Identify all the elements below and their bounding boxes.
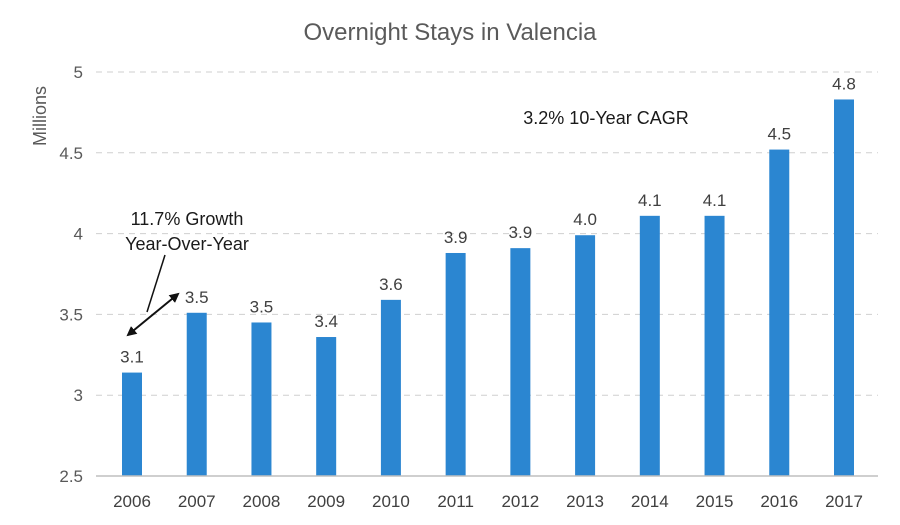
- data-label-2014: 4.1: [638, 191, 662, 210]
- growth-annotation-line-2: Year-Over-Year: [125, 234, 249, 254]
- x-tick-label-2009: 2009: [307, 492, 345, 511]
- growth-annotation: 11.7% Growth Year-Over-Year: [125, 209, 249, 337]
- bars: [122, 99, 854, 477]
- x-tick-label-2015: 2015: [696, 492, 734, 511]
- bar-2008: [251, 322, 272, 476]
- growth-annotation-leader: [146, 254, 166, 313]
- bar-2009: [316, 337, 337, 476]
- bar-2014: [639, 215, 660, 476]
- x-axis-ticks: 2006 2007 2008 2009 2010 2011 2012 2013 2014 2015…: [113, 492, 863, 511]
- x-tick-label-2014: 2014: [631, 492, 669, 511]
- gridlines: [96, 71, 878, 396]
- y-tick-label: 3.5: [59, 305, 83, 324]
- data-label-2015: 4.1: [703, 191, 727, 210]
- bar-2006: [122, 372, 142, 476]
- y-tick-label: 4.5: [59, 144, 83, 163]
- cagr-annotation: 3.2% 10-Year CAGR: [523, 108, 688, 128]
- x-tick-label-2016: 2016: [760, 492, 798, 511]
- data-label-2013: 4.0: [573, 210, 597, 229]
- data-label-2012: 3.9: [509, 223, 533, 242]
- data-label-2011: 3.9: [444, 228, 468, 247]
- bar-2010: [380, 299, 401, 476]
- x-tick-label-2010: 2010: [372, 492, 410, 511]
- x-tick-label-2011: 2011: [437, 492, 474, 511]
- growth-annotation-line-1: 11.7% Growth: [131, 209, 244, 229]
- data-label-2007: 3.5: [185, 288, 209, 307]
- data-label-2016: 4.5: [767, 125, 791, 144]
- y-tick-label: 2.5: [59, 467, 83, 486]
- bar-2015: [704, 215, 725, 476]
- y-tick-label: 4: [74, 225, 83, 244]
- x-tick-label-2013: 2013: [566, 492, 604, 511]
- data-labels: 3.1 3.5 3.5 3.4 3.6 3.9 3.9 4.0 4.1 4.1 4.5 4.8: [120, 74, 856, 366]
- bar-2013: [575, 235, 596, 476]
- y-axis-ticks: 2.5 3 3.5 4 4.5 5: [59, 63, 83, 486]
- y-axis-label: Millions: [30, 86, 50, 146]
- data-label-2017: 4.8: [832, 74, 856, 93]
- bar-2017: [834, 99, 854, 477]
- data-label-2006: 3.1: [120, 348, 144, 367]
- x-tick-label-2007: 2007: [178, 492, 216, 511]
- x-tick-label-2012: 2012: [501, 492, 539, 511]
- data-label-2010: 3.6: [379, 275, 403, 294]
- chart-title: Overnight Stays in Valencia: [303, 19, 597, 46]
- y-tick-label: 5: [74, 63, 83, 82]
- data-label-2008: 3.5: [250, 297, 274, 316]
- bar-2007: [186, 312, 207, 476]
- x-tick-label-2017: 2017: [825, 492, 863, 511]
- x-tick-label-2006: 2006: [113, 492, 151, 511]
- x-tick-label-2008: 2008: [243, 492, 281, 511]
- bar-2011: [445, 252, 466, 476]
- data-label-2009: 3.4: [314, 312, 338, 331]
- y-tick-label: 3: [74, 386, 83, 405]
- bar-2016: [769, 149, 790, 476]
- bar-2012: [510, 248, 531, 476]
- growth-double-arrow: [126, 292, 180, 337]
